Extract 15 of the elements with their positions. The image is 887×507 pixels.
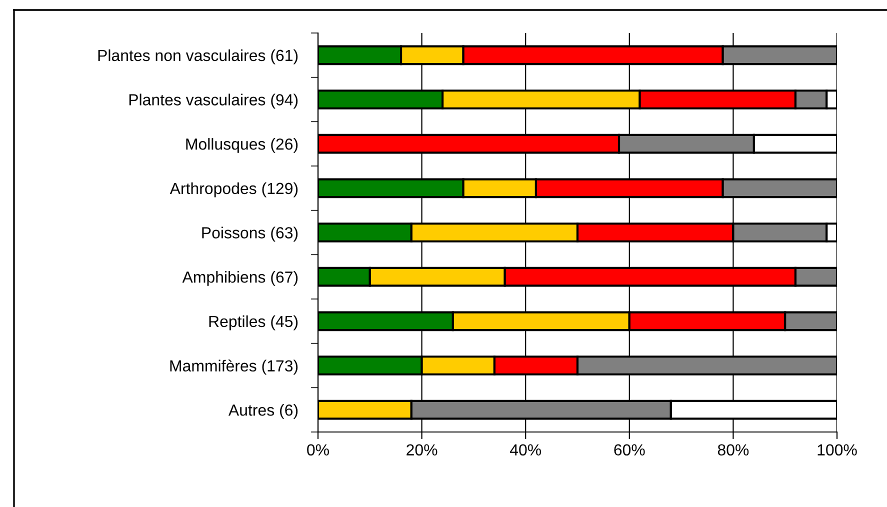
x-tick-label: 40% [510,444,542,456]
y-tick-label: Reptiles (45) [209,315,298,330]
y-tick-label: Mammifères (173) [170,360,298,375]
y-tick-label: Autres (6) [228,404,298,419]
x-tick-label: 100% [818,444,857,456]
x-tick-label: 0% [307,444,329,456]
x-tick-label: 80% [718,444,749,456]
x-tick-label: 20% [406,444,438,456]
y-tick-label: Plantes non vasculaires (61) [98,49,298,64]
y-tick-label: Amphibiens (67) [182,271,298,286]
y-tick-label: Plantes vasculaires (94) [129,94,298,109]
x-tick-label: 60% [614,444,645,456]
y-tick-label: Mollusques (26) [186,138,298,153]
y-tick-label: Arthropodes (129) [170,182,298,198]
y-tick-label: Poissons (63) [202,226,298,242]
